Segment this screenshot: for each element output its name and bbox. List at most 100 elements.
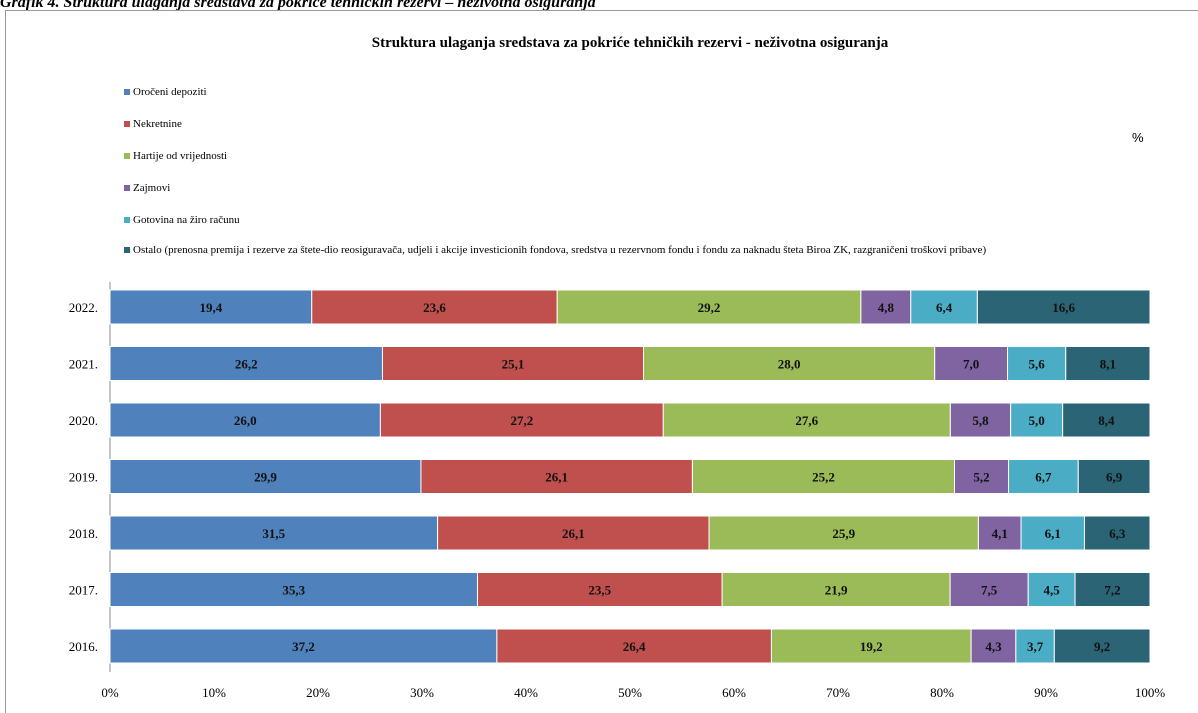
value-label: 4,5: [1043, 583, 1060, 598]
value-label: 19,4: [200, 300, 223, 315]
legend-label: Hartije od vrijednosti: [133, 150, 228, 162]
bar-segment: [662, 402, 951, 438]
value-label: 6,4: [936, 300, 953, 315]
x-tick-label: 70%: [826, 685, 850, 700]
bar-segment: [109, 289, 313, 325]
legend-swatch: [124, 153, 130, 159]
value-label: 23,6: [423, 300, 446, 315]
category-label: 2016.: [69, 639, 98, 654]
x-tick-label: 0%: [101, 685, 119, 700]
value-label: 27,6: [795, 413, 818, 428]
bar-segment: [437, 515, 710, 551]
value-label: 8,4: [1098, 413, 1115, 428]
value-label: 7,5: [981, 583, 998, 598]
legend-item: Ostalo (prenosna premija i rezerve za št…: [124, 244, 1084, 256]
figure-caption: Grafik 4. Struktura ulaganja sredstava z…: [0, 0, 596, 10]
legend-swatch: [124, 89, 130, 95]
legend-label: Nekretnine: [133, 118, 182, 130]
value-label: 9,2: [1094, 639, 1110, 654]
bar-segment: [910, 289, 978, 325]
bar-segment: [1007, 346, 1067, 381]
bar-segment: [976, 289, 1151, 325]
legend-swatch: [124, 247, 130, 253]
value-label: 6,7: [1035, 470, 1052, 485]
legend-label: Oročeni depoziti: [133, 86, 207, 98]
bar-segment: [1074, 572, 1151, 607]
value-label: 37,2: [292, 639, 315, 654]
value-label: 5,8: [972, 413, 989, 428]
legend-item: Zajmovi: [124, 182, 1084, 194]
legend-item: Oročeni depoziti: [124, 86, 1084, 98]
value-label: 7,2: [1104, 583, 1120, 598]
value-label: 25,9: [832, 526, 855, 541]
x-tick-label: 10%: [202, 685, 226, 700]
bar-segment: [1062, 402, 1151, 438]
bar-segment: [109, 402, 381, 438]
value-label: 26,1: [545, 470, 568, 485]
unit-label: %: [1132, 130, 1144, 145]
value-label: 21,9: [825, 583, 848, 598]
value-label: 26,4: [623, 639, 646, 654]
value-label: 5,0: [1029, 413, 1045, 428]
legend-swatch: [124, 185, 130, 191]
value-label: 19,2: [860, 639, 883, 654]
legend-item: Gotovina na žiro računu: [124, 214, 1084, 226]
value-label: 28,0: [778, 357, 801, 372]
chart-title: Struktura ulaganja sredstava za pokriće …: [371, 35, 889, 51]
value-label: 16,6: [1052, 300, 1075, 315]
value-label: 23,5: [588, 583, 611, 598]
bar-segment: [1027, 572, 1076, 607]
value-label: 27,2: [510, 413, 533, 428]
value-label: 26,0: [234, 413, 257, 428]
x-tick-label: 50%: [618, 685, 642, 700]
legend-swatch: [124, 121, 130, 127]
x-tick-label: 90%: [1034, 685, 1058, 700]
x-tick-label: 60%: [722, 685, 746, 700]
category-label: 2018.: [69, 526, 98, 541]
value-label: 26,2: [235, 357, 258, 372]
bar-segment: [1083, 515, 1151, 551]
value-label: 25,1: [502, 357, 525, 372]
bar-segment: [420, 459, 693, 494]
bar-segment: [379, 402, 664, 438]
value-label: 35,3: [282, 583, 305, 598]
value-label: 6,9: [1106, 470, 1123, 485]
bar-segment: [708, 515, 979, 551]
bar-segment: [381, 346, 645, 381]
bar-segment: [934, 346, 1009, 381]
value-label: 3,7: [1027, 639, 1044, 654]
bar-segment: [556, 289, 862, 325]
value-label: 6,1: [1045, 526, 1061, 541]
x-tick-label: 20%: [306, 685, 330, 700]
bar-segment: [1053, 628, 1151, 664]
bar-segment: [970, 628, 1017, 664]
legend-swatch: [124, 217, 130, 223]
bar-segment: [643, 346, 936, 381]
value-label: 4,1: [992, 526, 1008, 541]
bar-segment: [1077, 459, 1151, 494]
value-label: 31,5: [262, 526, 285, 541]
bar-segment: [949, 572, 1029, 607]
bar-segment: [949, 402, 1012, 438]
value-label: 7,0: [963, 357, 979, 372]
bar-segment: [476, 572, 723, 607]
bar-segment: [977, 515, 1022, 551]
chart-frame: [5, 10, 1198, 713]
legend-label: Gotovina na žiro računu: [133, 214, 240, 226]
x-tick-label: 80%: [930, 685, 954, 700]
value-label: 6,3: [1109, 526, 1126, 541]
value-label: 26,1: [562, 526, 585, 541]
value-label: 29,9: [254, 470, 277, 485]
x-tick-label: 100%: [1135, 685, 1166, 700]
bar-segment: [691, 459, 955, 494]
value-label: 5,6: [1029, 357, 1046, 372]
bar-segment: [311, 289, 558, 325]
x-tick-label: 40%: [514, 685, 538, 700]
category-label: 2019.: [69, 470, 98, 485]
legend-label: Ostalo (prenosna premija i rezerve za št…: [133, 244, 987, 256]
legend-item: Nekretnine: [124, 118, 1084, 130]
bar-segment: [953, 459, 1010, 494]
category-label: 2022.: [69, 300, 98, 315]
category-label: 2021.: [69, 357, 98, 372]
